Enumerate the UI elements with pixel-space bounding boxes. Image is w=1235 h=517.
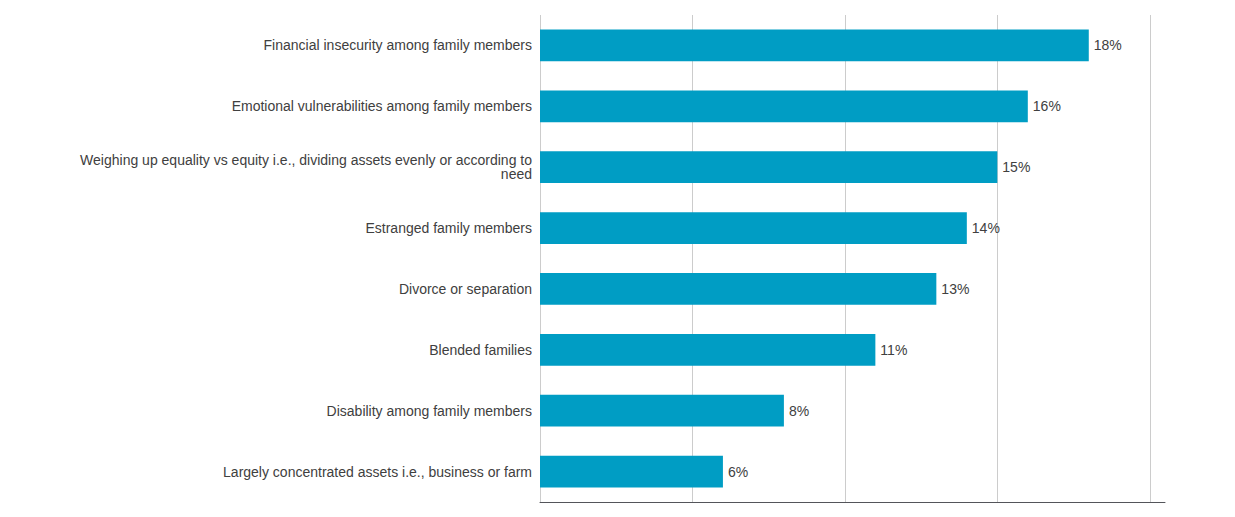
svg-text:need: need <box>501 166 532 182</box>
svg-text:14%: 14% <box>972 220 1000 236</box>
svg-text:11%: 11% <box>880 342 907 358</box>
svg-text:16%: 16% <box>1033 98 1061 114</box>
svg-text:Divorce or separation: Divorce or separation <box>399 281 532 297</box>
svg-text:Blended families: Blended families <box>429 342 532 358</box>
svg-text:Weighing up equality vs equity: Weighing up equality vs equity i.e., div… <box>80 152 532 168</box>
svg-text:Financial insecurity among fam: Financial insecurity among family member… <box>264 37 532 53</box>
svg-text:Disability among family member: Disability among family members <box>327 403 532 419</box>
svg-text:Largely concentrated assets i.: Largely concentrated assets i.e., busine… <box>223 464 532 480</box>
svg-text:Estranged family members: Estranged family members <box>365 220 532 236</box>
svg-text:Emotional vulnerabilities amon: Emotional vulnerabilities among family m… <box>232 98 532 114</box>
svg-text:6%: 6% <box>728 464 748 480</box>
svg-text:18%: 18% <box>1094 37 1122 53</box>
svg-text:8%: 8% <box>789 403 809 419</box>
svg-text:13%: 13% <box>941 281 969 297</box>
svg-text:15%: 15% <box>1002 159 1030 175</box>
